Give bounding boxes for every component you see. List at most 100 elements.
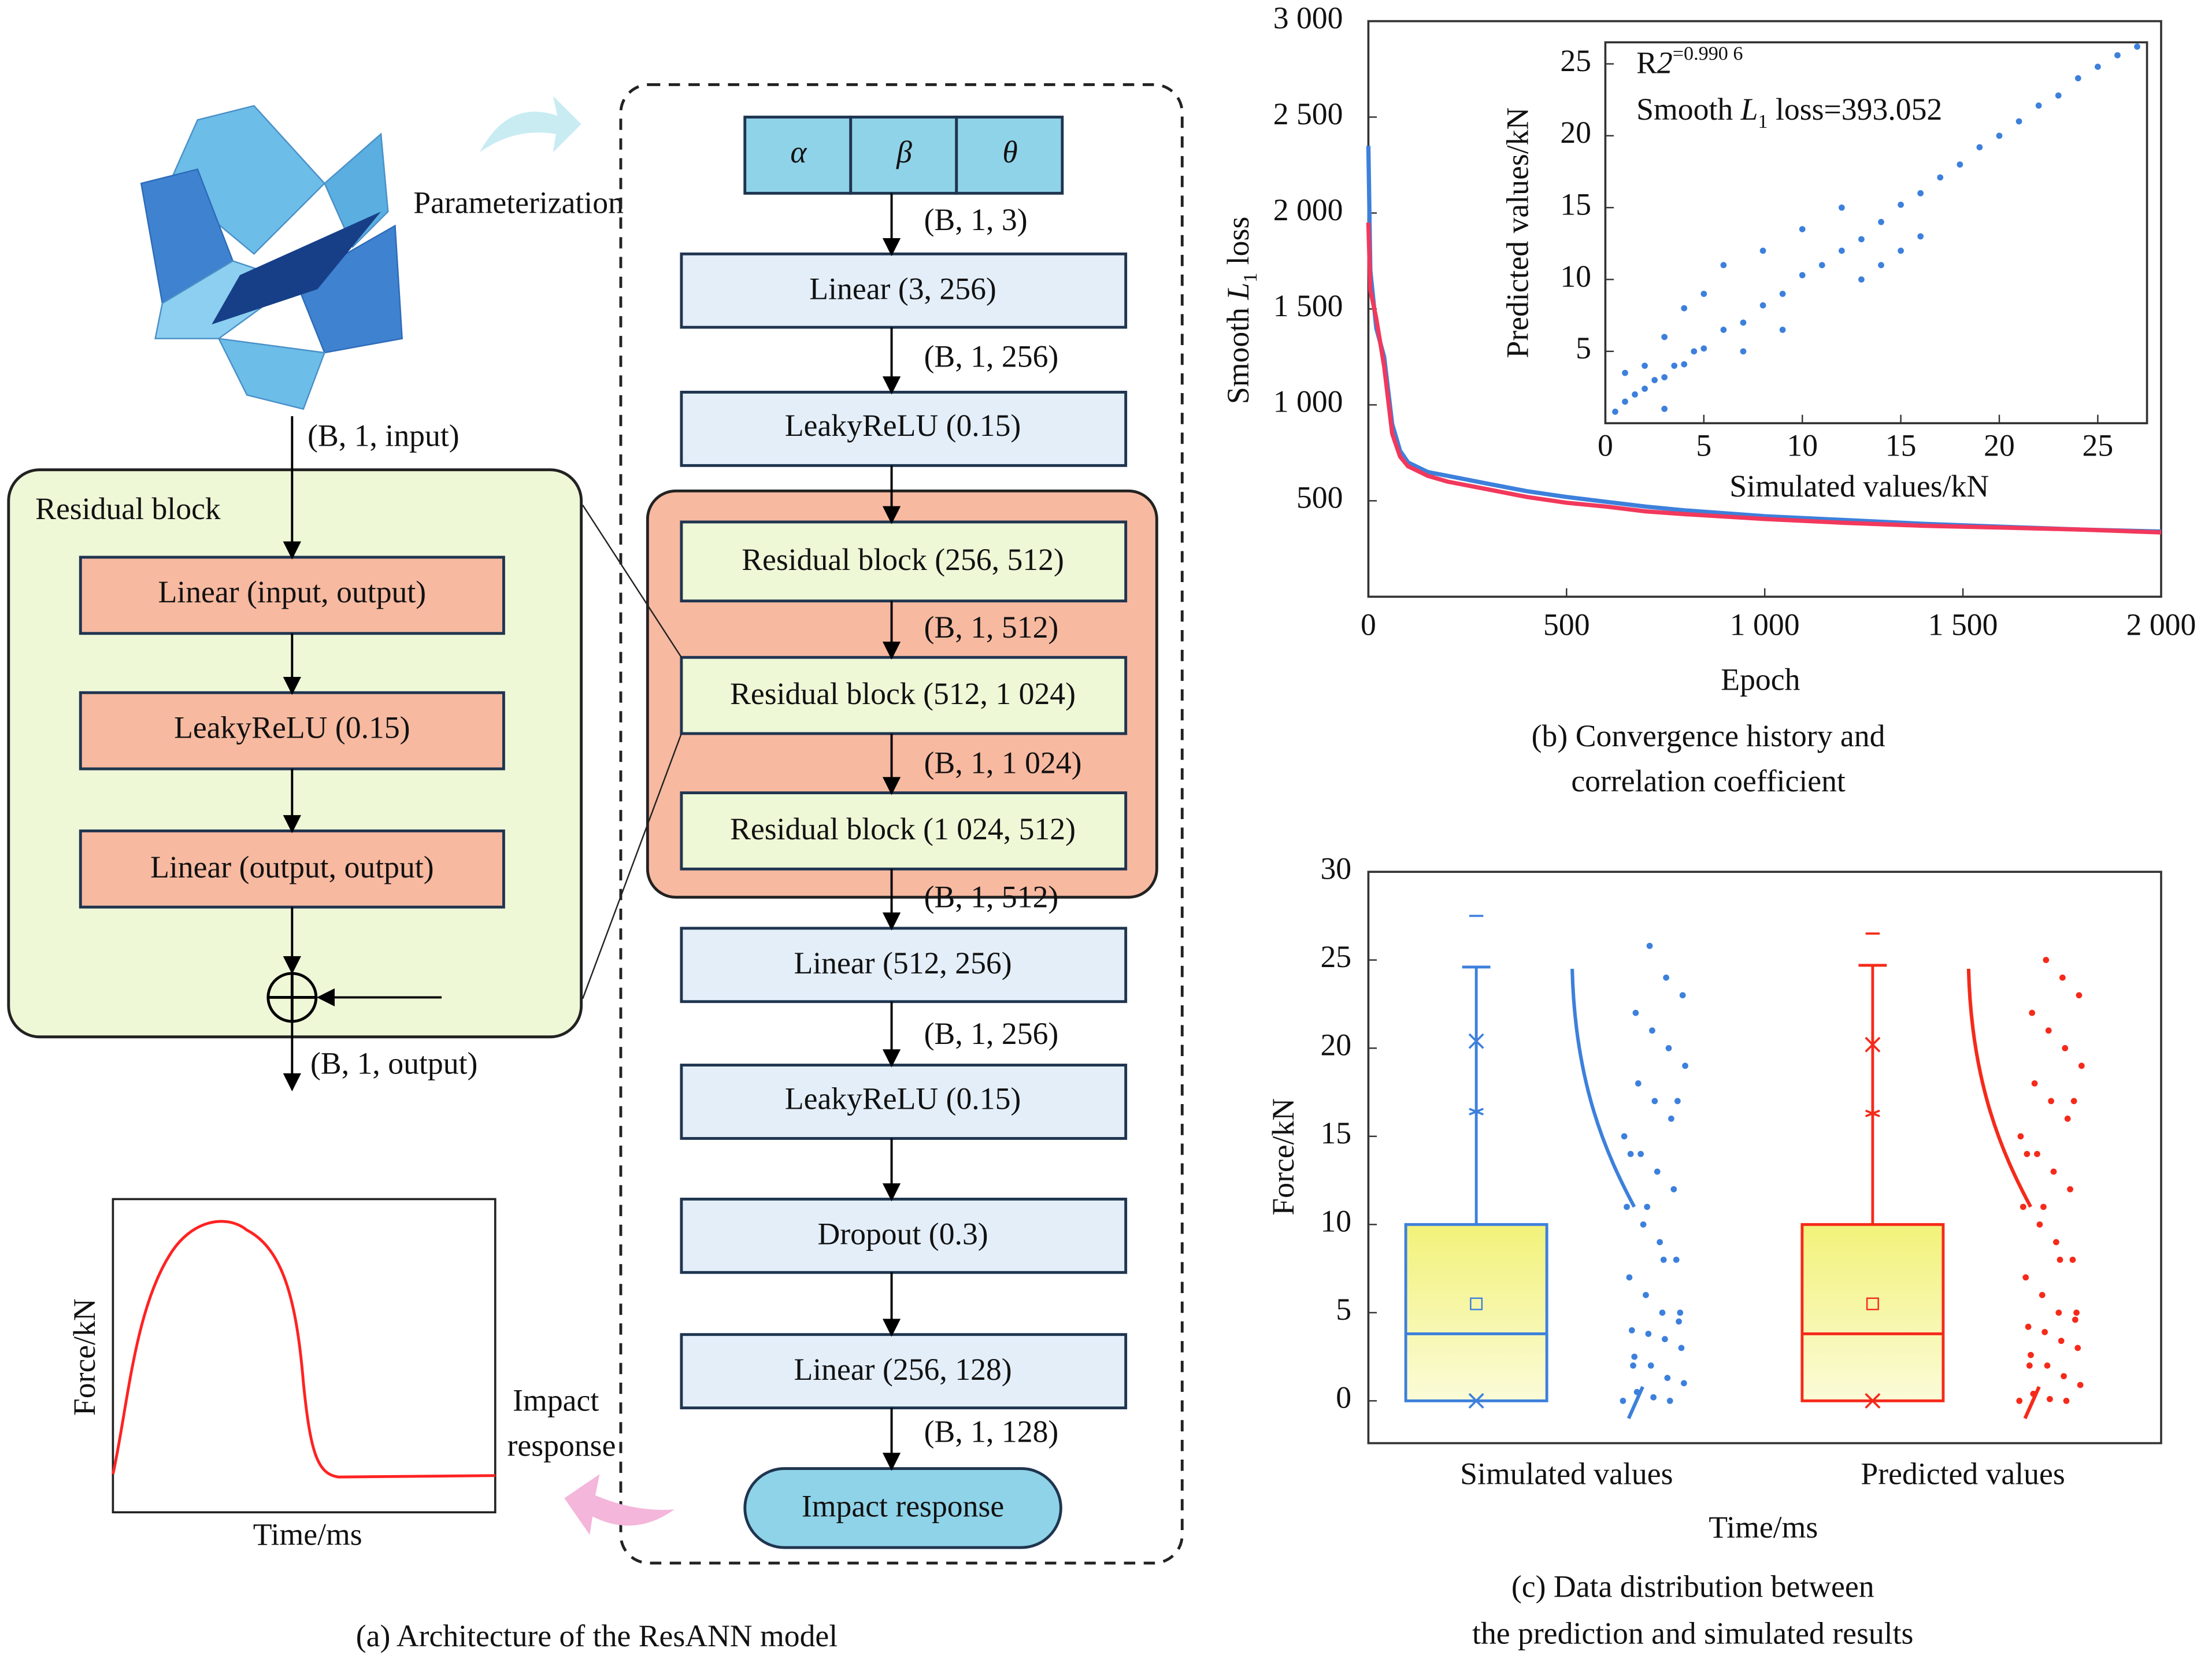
- jitter-point: [1665, 1045, 1672, 1051]
- label-part: R: [1636, 46, 1657, 80]
- deco-arrow: [479, 95, 581, 153]
- plot-frame: [1604, 41, 2148, 424]
- jitter-point: [1676, 1318, 1682, 1325]
- jitter-point: [1632, 1009, 1639, 1016]
- scatter-point: [2055, 92, 2062, 99]
- input-cell: [955, 116, 1064, 195]
- cross-mark: [1865, 1393, 1881, 1409]
- jitter-point: [2039, 1291, 2046, 1298]
- x-tick-label: 5: [1696, 428, 1711, 462]
- scatter-point: [1740, 319, 1747, 326]
- y-tick-label: 1 500: [1273, 288, 1343, 323]
- scatter-point: [1759, 247, 1766, 254]
- jitter-point: [2024, 1150, 2031, 1157]
- jitter-point: [1626, 1274, 1633, 1281]
- scatter-point: [1671, 362, 1678, 369]
- scatter-point: [1720, 262, 1727, 268]
- axis-label: Simulated values/kN: [1729, 469, 1989, 503]
- jitter-point: [1637, 1150, 1644, 1157]
- zoom-line: [581, 733, 683, 999]
- origami-icon: [140, 105, 403, 410]
- jitter-point: [2043, 957, 2050, 964]
- x-tick-label: 15: [1885, 428, 1917, 462]
- scatter-point: [1996, 132, 2003, 139]
- jitter-point: [2040, 1203, 2047, 1210]
- axis-label: Force/kN: [1266, 1098, 1300, 1216]
- scatter-point: [1898, 201, 1904, 208]
- scatter-point: [2114, 52, 2121, 58]
- jitter-point: [2044, 1362, 2051, 1369]
- y-tick-label: 10: [1560, 259, 1591, 294]
- star-mark: [1469, 1104, 1484, 1119]
- input-symbol: θ: [1002, 135, 1017, 169]
- layer-box: [680, 927, 1128, 1003]
- jitter-point: [2047, 1395, 2053, 1402]
- y-tick-label: 25: [1560, 43, 1591, 78]
- jitter-point: [1644, 1203, 1651, 1210]
- jitter-point: [2070, 1098, 2077, 1105]
- y-tick-label: 20: [1560, 115, 1591, 150]
- scatter-point: [1818, 262, 1825, 268]
- shape-label: (B, 1, input): [307, 418, 459, 453]
- input-cell: [849, 116, 958, 195]
- jitter-point: [1677, 1309, 1684, 1316]
- layer-label: Residual block (512, 1 024): [730, 676, 1076, 711]
- x-tick-label: 10: [1787, 428, 1818, 462]
- shape-label: (B, 1, 3): [924, 202, 1028, 237]
- jitter-point: [1678, 1345, 1685, 1351]
- rich-label: Smooth L1 loss: [1221, 217, 1261, 404]
- axis-label: Time/ms: [253, 1517, 362, 1551]
- output-label: Impact: [513, 1383, 599, 1418]
- inputs: α β θ: [743, 116, 1064, 195]
- scatter-point: [1858, 276, 1865, 283]
- scatter-point: [1838, 204, 1845, 211]
- label-part: L: [1221, 283, 1255, 301]
- scatter-point: [1612, 408, 1618, 415]
- jitter-point: [1647, 1362, 1654, 1369]
- jitter-point: [2048, 1098, 2054, 1105]
- jitter-point: [2053, 1239, 2059, 1246]
- scatter-point: [1681, 305, 1688, 312]
- jitter-point: [1664, 1375, 1671, 1382]
- y-tick-label: 500: [1296, 480, 1343, 515]
- jitter-point: [1674, 1098, 1681, 1105]
- jitter-point: [2055, 1309, 2062, 1316]
- rich-label: R2=0.990 6: [1636, 43, 1743, 80]
- layer-label: Linear (512, 256): [794, 946, 1011, 980]
- layer-label: LeakyReLU (0.15): [785, 1081, 1021, 1116]
- jitter-point: [2078, 1062, 2085, 1069]
- caption: the prediction and simulated results: [1472, 1616, 1913, 1650]
- label-part: loss: [1221, 217, 1255, 273]
- scatter-point: [1917, 233, 1924, 240]
- jitter-point: [2074, 1345, 2081, 1351]
- jitter-point: [2036, 1221, 2043, 1228]
- deco-arrow: [564, 1474, 675, 1535]
- shape-label: (B, 1, output): [310, 1046, 477, 1080]
- jitter-point: [2030, 1390, 2037, 1397]
- layer-label: Linear (3, 256): [809, 272, 996, 306]
- scatter-point: [1917, 190, 1924, 197]
- shape-label: (B, 1, 256): [924, 1016, 1059, 1051]
- jitter-point: [2045, 1027, 2052, 1034]
- jitter-point: [1631, 1353, 1638, 1360]
- axis-label: Time/ms: [1709, 1510, 1818, 1545]
- scatter-point: [1878, 219, 1884, 225]
- jitter-point: [2017, 1133, 2024, 1140]
- scatter-point: [1779, 290, 1786, 297]
- axis-label: Epoch: [1721, 662, 1800, 697]
- scatter-point: [1700, 290, 1707, 297]
- jitter-point: [2026, 1362, 2033, 1369]
- jitter-point: [1659, 1309, 1666, 1316]
- jitter-point: [1635, 1080, 1642, 1087]
- label-part: 2: [1657, 46, 1673, 80]
- layer-box: [680, 391, 1128, 467]
- label-part: 1: [1758, 112, 1768, 133]
- scatter-point: [1642, 362, 1648, 369]
- scatter-point: [2134, 43, 2140, 50]
- jitter-point: [1649, 1027, 1655, 1034]
- input-symbol: α: [790, 135, 807, 169]
- jitter-point: [1651, 1098, 1658, 1105]
- y-tick-label: 1 000: [1273, 384, 1343, 419]
- scatter-point: [1759, 302, 1766, 309]
- y-tick-label: 30: [1320, 851, 1351, 886]
